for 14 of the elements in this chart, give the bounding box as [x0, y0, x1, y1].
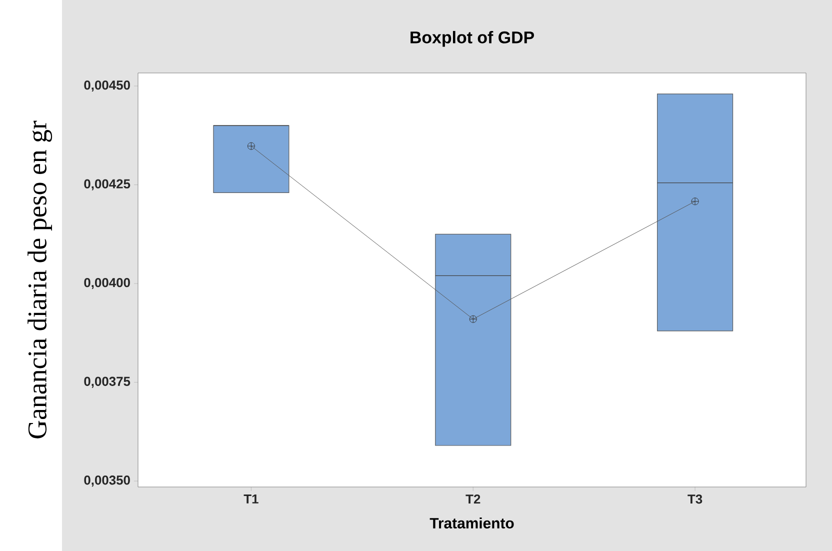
point	[691, 198, 699, 206]
chart-title: Boxplot of GDP	[410, 30, 534, 47]
y-axis-title: Ganancia diaria de peso en gr	[28, 120, 52, 438]
y-tick-label: 0,00450	[84, 80, 130, 92]
x-tick-label: T1	[244, 494, 258, 504]
y-tick-label: 0,00400	[84, 278, 130, 290]
x-axis-title: Tratamiento	[430, 518, 514, 528]
x-tick-label: T2	[466, 494, 480, 504]
y-tick-label: 0,00425	[84, 179, 130, 190]
x-tick-label: T3	[688, 494, 702, 504]
point	[469, 315, 477, 323]
point	[247, 142, 255, 150]
y-tick-label: 0,00375	[84, 376, 130, 388]
y-tick-label: 0,00350	[84, 476, 130, 487]
